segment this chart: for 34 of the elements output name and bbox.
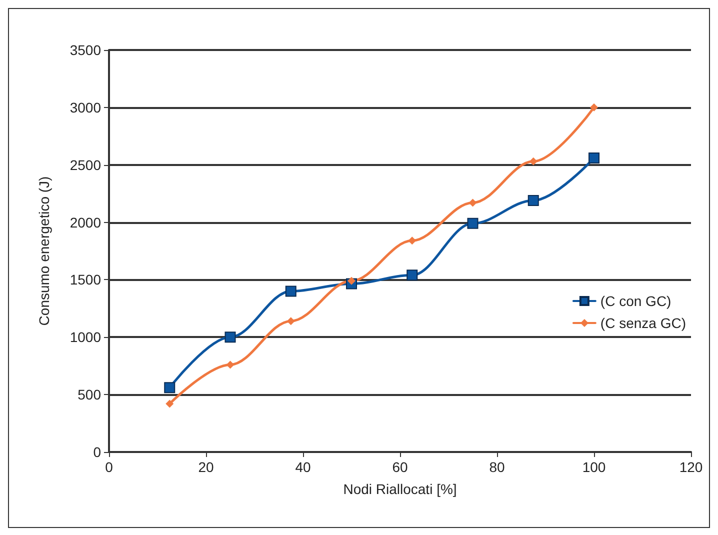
point [467,218,478,229]
x-axis-title: Nodi Riallocati [%] [343,481,457,497]
legend-label: (C con GC) [600,293,672,309]
point [529,157,538,166]
point [406,270,418,281]
y-tick-label: 0 [93,444,102,460]
point [286,317,295,326]
y-tick-label: 2000 [70,214,102,230]
y-tick-label: 3500 [70,42,102,58]
point [166,400,174,408]
legend-label: (C senza GC) [600,315,686,331]
point [226,360,234,369]
x-tick-label: 40 [295,459,311,475]
y-axis-title: Consumo energetico (J) [36,176,52,326]
point [590,103,598,112]
y-tick-label: 1000 [70,329,102,346]
x-tick-label: 120 [679,459,703,475]
y-tick-label: 500 [78,386,102,403]
point [588,152,600,164]
y-tick-label: 1500 [70,272,102,288]
y-tick-label: 2500 [70,156,102,173]
point [468,198,477,207]
point [224,332,236,343]
point [528,194,539,206]
point [348,276,356,285]
x-tick-label: 20 [198,459,214,475]
x-tick-label: 100 [582,459,606,475]
point [285,286,296,297]
x-tick-label: 80 [489,459,505,475]
x-tick-label: 60 [392,459,408,475]
y-tick-label: 3000 [70,99,102,116]
x-tick-label: 0 [105,459,114,475]
point [164,382,176,394]
point [408,236,416,245]
